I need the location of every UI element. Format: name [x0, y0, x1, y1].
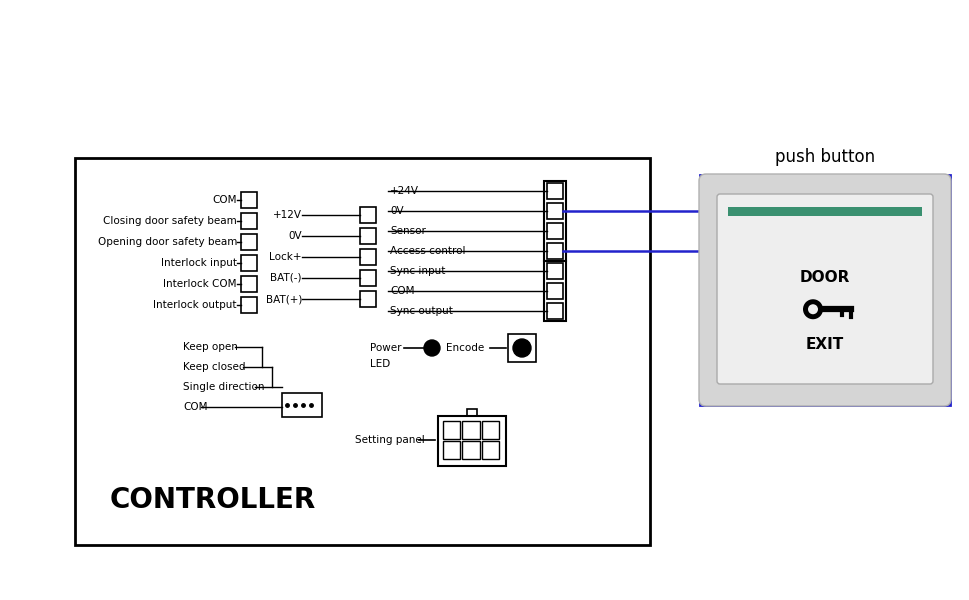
Bar: [547, 223, 562, 239]
Text: Closing door safety beam: Closing door safety beam: [103, 216, 236, 226]
Bar: [240, 192, 257, 208]
Bar: [443, 421, 460, 439]
Text: Access control: Access control: [390, 246, 465, 256]
Circle shape: [513, 339, 530, 357]
Text: 0V: 0V: [288, 231, 301, 241]
Bar: [508, 334, 536, 362]
Text: BAT(-): BAT(-): [270, 273, 301, 283]
Text: COM: COM: [183, 402, 207, 412]
Text: BAT(+): BAT(+): [266, 294, 301, 304]
Text: Interlock output: Interlock output: [153, 300, 236, 310]
Bar: [438, 416, 506, 466]
Bar: [700, 175, 949, 405]
Text: push button: push button: [774, 148, 874, 166]
Bar: [359, 207, 376, 223]
Bar: [75, 158, 649, 545]
Text: DOOR: DOOR: [799, 271, 849, 286]
Text: Opening door safety beam: Opening door safety beam: [98, 237, 236, 247]
Text: Single direction: Single direction: [183, 382, 265, 392]
Bar: [544, 181, 566, 261]
Bar: [359, 249, 376, 265]
Bar: [240, 297, 257, 313]
Bar: [547, 303, 562, 319]
FancyBboxPatch shape: [716, 194, 932, 384]
Bar: [547, 203, 562, 219]
Text: Interlock COM: Interlock COM: [164, 279, 236, 289]
Circle shape: [802, 299, 822, 319]
Bar: [547, 263, 562, 279]
Bar: [547, 183, 562, 199]
Bar: [462, 421, 480, 439]
Bar: [482, 441, 498, 459]
Text: Encode: Encode: [446, 343, 484, 353]
Bar: [466, 409, 477, 416]
Text: COM: COM: [390, 286, 414, 296]
Text: Keep open: Keep open: [183, 342, 237, 352]
Bar: [240, 234, 257, 250]
Bar: [544, 261, 566, 321]
Bar: [443, 441, 460, 459]
Bar: [462, 441, 480, 459]
Text: +24V: +24V: [390, 186, 419, 196]
Bar: [359, 270, 376, 286]
Bar: [240, 276, 257, 292]
FancyBboxPatch shape: [699, 174, 950, 406]
Text: Sync output: Sync output: [390, 306, 453, 316]
Text: COM: COM: [212, 195, 236, 205]
Bar: [282, 393, 322, 417]
Bar: [547, 283, 562, 299]
Bar: [240, 213, 257, 229]
Text: Power: Power: [369, 343, 401, 353]
Text: Setting panel: Setting panel: [355, 435, 424, 445]
Bar: [240, 255, 257, 271]
Text: Sensor: Sensor: [390, 226, 425, 236]
Bar: [359, 228, 376, 244]
Text: Lock+: Lock+: [269, 252, 301, 262]
Text: EXIT: EXIT: [805, 337, 843, 352]
Text: +12V: +12V: [272, 210, 301, 220]
Bar: [482, 421, 498, 439]
Bar: [728, 207, 922, 216]
Text: Sync input: Sync input: [390, 266, 445, 276]
Text: CONTROLLER: CONTROLLER: [109, 486, 316, 514]
Circle shape: [807, 304, 817, 314]
Bar: [359, 291, 376, 307]
Text: LED: LED: [369, 359, 390, 369]
Text: Keep closed: Keep closed: [183, 362, 245, 372]
Text: Interlock input: Interlock input: [161, 258, 236, 268]
Text: 0V: 0V: [390, 206, 403, 216]
Bar: [547, 243, 562, 259]
Circle shape: [423, 340, 440, 356]
